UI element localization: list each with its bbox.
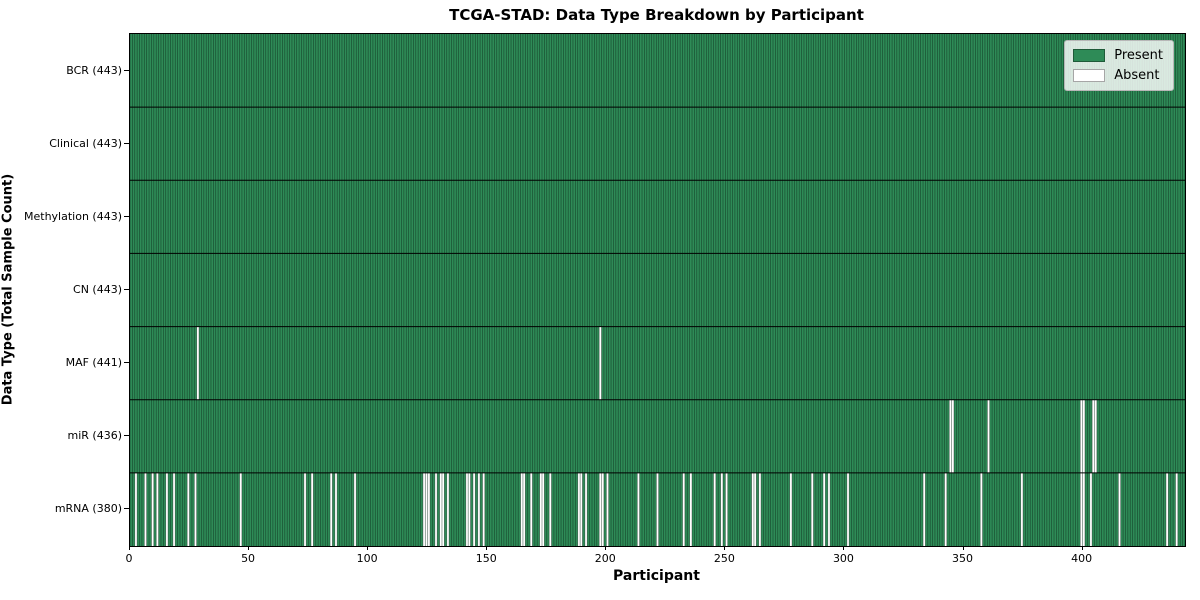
legend-item-absent: Absent	[1073, 68, 1163, 83]
legend-swatch-present-icon	[1073, 49, 1106, 62]
xtick-label-100: 100	[356, 552, 378, 565]
ytick-label-Methylation: Methylation (443)	[24, 209, 122, 223]
legend-swatch-absent-icon	[1073, 69, 1106, 82]
chart-title: TCGA-STAD: Data Type Breakdown by Partic…	[449, 6, 864, 24]
legend-label-present: Present	[1114, 48, 1163, 63]
ytick-label-CN: CN (443)	[73, 283, 122, 296]
ytick-mark	[124, 289, 129, 290]
heatmap-canvas	[130, 34, 1185, 546]
xtick-label-300: 300	[832, 552, 854, 565]
xtick-label-250: 250	[713, 552, 735, 565]
ytick-label-Clinical: Clinical (443)	[49, 136, 122, 150]
xtick-mark	[605, 546, 607, 550]
xtick-label-0: 0	[125, 552, 133, 565]
x-axis-label: Participant	[613, 568, 700, 584]
xtick-mark	[1081, 546, 1083, 550]
ytick-mark	[124, 69, 129, 71]
ytick-label-BCR: BCR (443)	[66, 63, 122, 77]
legend-item-present: Present	[1073, 48, 1163, 63]
ytick-mark	[124, 435, 129, 437]
xtick-mark	[724, 546, 726, 550]
xtick-mark	[248, 546, 250, 550]
xtick-mark	[129, 546, 130, 550]
xtick-label-200: 200	[594, 552, 616, 565]
xtick-mark	[486, 546, 488, 550]
legend-label-absent: Absent	[1114, 68, 1160, 83]
xtick-label-150: 150	[475, 552, 497, 565]
plot-area: Present Absent	[129, 33, 1186, 547]
legend: Present Absent	[1064, 40, 1174, 91]
xtick-label-350: 350	[952, 552, 974, 565]
ytick-mark	[124, 508, 129, 510]
ytick-label-miR: miR (436)	[67, 429, 123, 443]
ytick-mark	[124, 142, 129, 144]
ytick-mark	[124, 362, 129, 364]
xtick-mark	[962, 546, 964, 550]
xtick-label-400: 400	[1071, 552, 1093, 565]
xtick-label-50: 50	[241, 552, 256, 565]
ytick-label-mRNA: mRNA (380)	[54, 502, 122, 516]
ytick-mark	[124, 215, 129, 217]
xtick-mark	[843, 546, 845, 550]
xtick-mark	[367, 546, 369, 550]
ytick-label-MAF: MAF (441)	[65, 356, 122, 370]
